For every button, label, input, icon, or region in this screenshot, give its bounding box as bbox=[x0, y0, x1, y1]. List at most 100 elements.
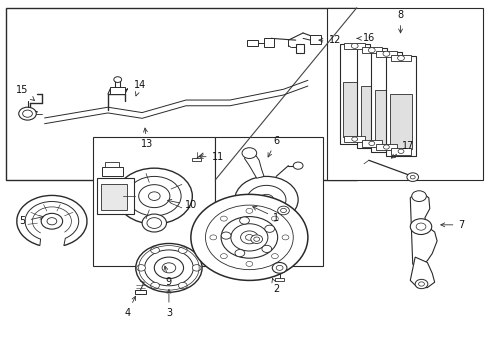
Bar bbox=[192, 158, 201, 161]
Circle shape bbox=[277, 206, 289, 215]
Circle shape bbox=[234, 176, 298, 223]
Circle shape bbox=[368, 141, 374, 145]
Bar bbox=[389, 94, 411, 149]
Text: 6: 6 bbox=[267, 136, 279, 157]
Bar bbox=[97, 178, 134, 214]
Circle shape bbox=[221, 217, 277, 258]
Circle shape bbox=[150, 247, 159, 253]
Circle shape bbox=[114, 77, 122, 82]
Circle shape bbox=[137, 265, 145, 271]
Circle shape bbox=[272, 262, 286, 273]
Bar bbox=[390, 148, 410, 154]
Circle shape bbox=[271, 216, 278, 221]
Polygon shape bbox=[409, 193, 436, 264]
Circle shape bbox=[142, 214, 166, 232]
Circle shape bbox=[242, 148, 256, 158]
Circle shape bbox=[220, 216, 227, 221]
Circle shape bbox=[409, 219, 431, 234]
Bar bbox=[102, 167, 122, 176]
Bar bbox=[374, 90, 397, 145]
Text: 1: 1 bbox=[252, 207, 279, 222]
Polygon shape bbox=[409, 257, 434, 288]
Circle shape bbox=[264, 225, 274, 232]
Bar bbox=[295, 44, 304, 53]
Bar bbox=[274, 278, 284, 281]
Text: 15: 15 bbox=[17, 85, 34, 100]
Bar bbox=[360, 86, 382, 141]
Bar bbox=[135, 290, 145, 294]
Circle shape bbox=[144, 250, 193, 286]
Bar bbox=[110, 87, 125, 94]
Text: 16: 16 bbox=[356, 33, 374, 43]
Text: 13: 13 bbox=[141, 128, 153, 149]
Text: 12: 12 bbox=[318, 35, 340, 45]
Circle shape bbox=[221, 232, 230, 239]
Circle shape bbox=[41, 213, 62, 229]
Circle shape bbox=[192, 265, 201, 271]
Circle shape bbox=[411, 191, 426, 202]
Bar bbox=[264, 39, 273, 47]
Circle shape bbox=[245, 208, 252, 213]
Circle shape bbox=[293, 162, 303, 169]
Bar bbox=[339, 44, 369, 144]
Bar bbox=[356, 48, 386, 148]
Bar bbox=[343, 82, 365, 137]
Bar bbox=[370, 51, 401, 152]
Circle shape bbox=[262, 245, 271, 252]
Bar bbox=[361, 47, 381, 53]
Text: 14: 14 bbox=[133, 80, 145, 96]
Bar bbox=[101, 184, 127, 211]
Text: 7: 7 bbox=[440, 220, 464, 230]
Circle shape bbox=[245, 261, 252, 266]
Circle shape bbox=[190, 194, 307, 280]
Bar bbox=[93, 137, 215, 266]
Bar bbox=[5, 8, 356, 180]
Bar bbox=[375, 144, 396, 150]
Bar bbox=[390, 55, 410, 61]
Text: 11: 11 bbox=[199, 152, 224, 162]
Text: 9: 9 bbox=[163, 266, 172, 287]
Circle shape bbox=[397, 55, 404, 60]
Text: 17: 17 bbox=[390, 141, 413, 158]
Bar bbox=[327, 8, 483, 180]
Circle shape bbox=[351, 137, 357, 141]
Bar bbox=[375, 50, 396, 57]
Polygon shape bbox=[249, 222, 267, 241]
Text: 3: 3 bbox=[165, 289, 172, 318]
Bar bbox=[215, 137, 322, 266]
Circle shape bbox=[367, 48, 374, 53]
Text: 10: 10 bbox=[167, 199, 197, 210]
Circle shape bbox=[162, 263, 175, 273]
Circle shape bbox=[383, 145, 388, 149]
Circle shape bbox=[178, 247, 187, 253]
Circle shape bbox=[209, 235, 216, 240]
Circle shape bbox=[414, 279, 427, 289]
Circle shape bbox=[250, 235, 262, 243]
Circle shape bbox=[397, 149, 403, 153]
Bar bbox=[344, 42, 364, 49]
Circle shape bbox=[382, 51, 389, 56]
Circle shape bbox=[239, 217, 249, 224]
Text: 4: 4 bbox=[124, 296, 135, 318]
Bar bbox=[246, 40, 257, 46]
Bar bbox=[385, 56, 415, 156]
Bar bbox=[361, 140, 381, 147]
Circle shape bbox=[406, 173, 418, 181]
Circle shape bbox=[220, 254, 227, 258]
Bar bbox=[310, 36, 321, 44]
Bar bbox=[344, 136, 364, 142]
Circle shape bbox=[178, 282, 187, 289]
Circle shape bbox=[116, 168, 192, 224]
Circle shape bbox=[235, 249, 244, 257]
Circle shape bbox=[240, 231, 258, 244]
Circle shape bbox=[154, 257, 183, 279]
Bar bbox=[104, 162, 119, 167]
Circle shape bbox=[282, 235, 288, 240]
Circle shape bbox=[150, 282, 159, 289]
Text: 2: 2 bbox=[271, 279, 279, 294]
Polygon shape bbox=[244, 153, 264, 178]
Circle shape bbox=[19, 107, 36, 120]
Circle shape bbox=[136, 243, 202, 292]
Text: 5: 5 bbox=[20, 216, 43, 226]
Circle shape bbox=[350, 43, 357, 48]
